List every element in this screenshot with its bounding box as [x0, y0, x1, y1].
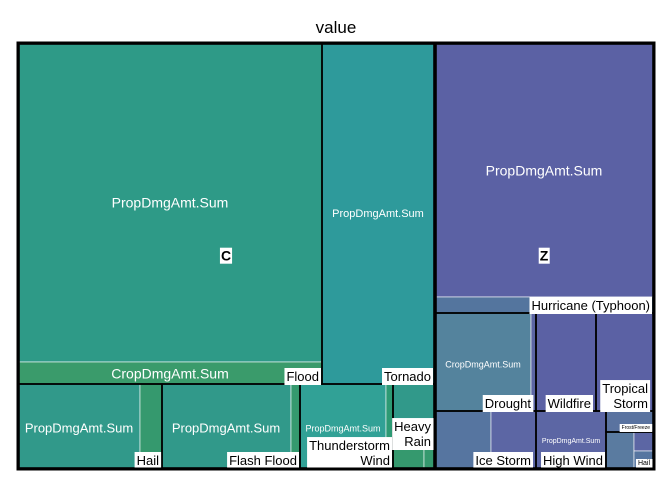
- label-event-heavyrain-bg: [392, 418, 434, 450]
- label-event-flashflood-text: Flash Flood: [229, 453, 297, 468]
- group-label-z-bg: [538, 247, 550, 264]
- label-event-highwind: High Wind: [541, 452, 605, 469]
- label-event-hurricane-bg: [529, 297, 652, 314]
- label-drought-crop: CropDmgAmt.Sum: [445, 359, 521, 369]
- label-event-tornado-text: Tornado: [384, 369, 431, 384]
- group-label-z-text: Z: [540, 248, 549, 264]
- label-event-icestorm-text: Ice Storm: [475, 453, 531, 468]
- label-event-icestorm-bg: [473, 452, 533, 469]
- label-event-wildfire: Wildfire: [545, 395, 593, 412]
- label-event-highwind-text: High Wind: [543, 453, 603, 468]
- label-event-flood: Flood: [284, 368, 321, 385]
- label-event-tropical: Tropical Storm: [600, 380, 651, 412]
- label-event-drought: Drought: [482, 395, 534, 412]
- label-event-tstm-bg: [307, 437, 392, 469]
- label-event-flood-bg: [284, 368, 321, 385]
- label-event-tropical-bg: [600, 380, 651, 412]
- label-event-hail-z-bg: [635, 459, 653, 468]
- label-event-hail-bg: [134, 452, 162, 469]
- label-event-frost-bg: [619, 424, 653, 432]
- label-flashflood-prop: PropDmgAmt.Sum: [172, 420, 280, 435]
- label-event-hail-text: Hail: [137, 453, 160, 468]
- label-event-flashflood-bg: [227, 452, 299, 469]
- chart-title: value: [316, 18, 357, 37]
- treemap-group-borders: [16, 41, 656, 471]
- cell-small-2: [633, 431, 654, 452]
- label-flood-crop: CropDmgAmt.Sum: [111, 366, 228, 382]
- label-event-drought-text: Drought: [485, 396, 532, 411]
- label-event-highwind-bg: [541, 452, 605, 469]
- label-event-tstm-text: Thunderstorm Wind: [309, 438, 390, 468]
- cell-heavyrain-crop-2: [423, 448, 435, 469]
- group-label-c-text: C: [221, 248, 231, 264]
- group-label-z: Z: [538, 247, 550, 264]
- label-event-wildfire-text: Wildfire: [548, 396, 591, 411]
- label-tstm-prop: PropDmgAmt.Sum: [305, 423, 380, 433]
- treemap-labels: PropDmgAmt.Sum CropDmgAmt.Sum PropDmgAmt.S…: [25, 163, 653, 469]
- label-event-heavyrain-text: Heavy Rain: [394, 419, 431, 449]
- label-event-hail-z-text: Hail: [638, 460, 651, 467]
- label-event-heavyrain: Heavy Rain: [392, 418, 434, 450]
- label-event-hail-z: Hail: [635, 459, 653, 468]
- label-hail-prop: PropDmgAmt.Sum: [25, 420, 133, 435]
- label-event-frost-text: Frost/Freeze: [622, 425, 651, 431]
- label-hurricane-prop: PropDmgAmt.Sum: [486, 163, 603, 179]
- label-event-hurricane: Hurricane (Typhoon): [529, 297, 652, 314]
- cell-flood-prop: [18, 43, 323, 363]
- cell-wildfire-prop: [535, 312, 597, 412]
- label-event-icestorm: Ice Storm: [473, 452, 533, 469]
- label-event-wildfire-bg: [545, 395, 593, 412]
- group-label-c: C: [219, 247, 233, 264]
- treemap-cells: [18, 43, 654, 469]
- label-event-hurricane-text: Hurricane (Typhoon): [532, 298, 651, 313]
- group-label-c-bg: [219, 247, 233, 264]
- label-flood-prop: PropDmgAmt.Sum: [112, 195, 229, 211]
- label-event-tstm: Thunderstorm Wind: [307, 437, 392, 469]
- label-highwind-prop: PropDmgAmt.Sum: [542, 438, 601, 445]
- label-event-tropical-text: Tropical Storm: [602, 381, 648, 411]
- label-tornado-prop: PropDmgAmt.Sum: [332, 208, 424, 220]
- label-event-drought-bg: [482, 395, 534, 412]
- label-event-hail: Hail: [134, 452, 162, 469]
- cell-small-1: [605, 431, 635, 469]
- cell-heavyrain-crop: [392, 448, 425, 469]
- label-event-flashflood: Flash Flood: [227, 452, 299, 469]
- cell-hail-prop: [18, 383, 141, 469]
- label-event-frost: Frost/Freeze: [619, 424, 653, 432]
- label-event-flood-text: Flood: [286, 369, 319, 384]
- label-event-tornado: Tornado: [382, 368, 433, 385]
- group-border-z: [433, 41, 656, 471]
- label-event-tornado-bg: [382, 368, 433, 385]
